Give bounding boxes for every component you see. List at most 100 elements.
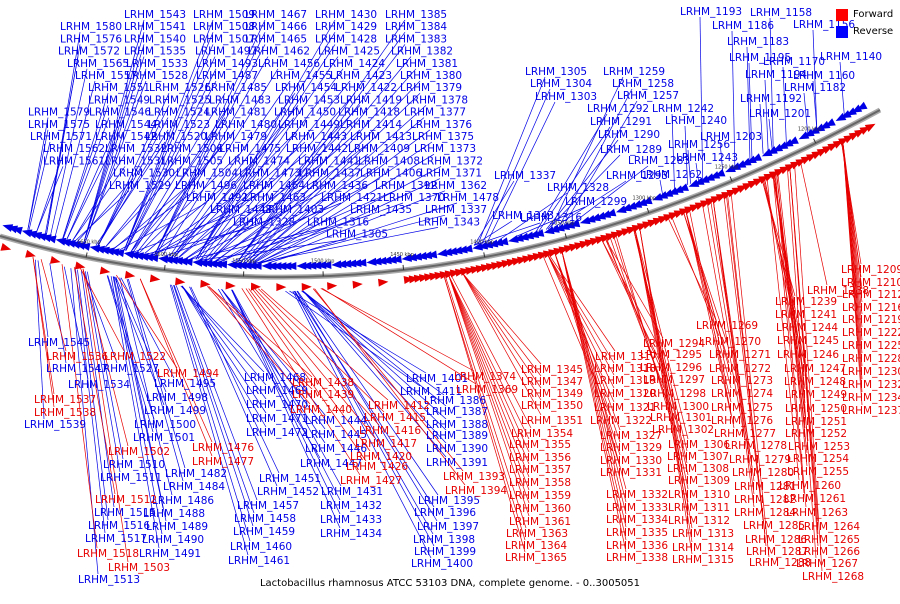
forward-gene-label: LRHM_1270 [699,336,761,348]
forward-gene-arrow [150,274,160,282]
reverse-gene-label: LRHM_1462 [248,46,310,58]
scale-tick-label: 1300 kbp [633,196,657,202]
legend-forward: Forward [836,6,893,23]
reverse-gene-label: LRHM_1510 [103,459,165,471]
reverse-gene-label: LRHM_1474 [228,155,290,167]
forward-gene-label: LRHM_1274 [711,388,773,400]
forward-gene-label: LRHM_1239 [775,296,837,308]
forward-gene-label: LRHM_1330 [600,455,662,467]
forward-gene-label: LRHM_1335 [606,527,668,539]
reverse-gene-label: LRHM_1328 [233,216,295,228]
forward-gene-label: LRHM_1333 [606,502,668,514]
forward-gene-label: LRHM_1314 [672,542,734,554]
reverse-gene-label: LRHM_1458 [234,513,296,525]
forward-gene-label: LRHM_1439 [292,389,354,401]
forward-gene-label: LRHM_1412 [368,400,430,412]
reverse-gene-label: LRHM_1376 [410,119,472,131]
forward-gene-label: LRHM_1309 [668,475,730,487]
forward-gene-label: LRHM_1512 [95,494,157,506]
forward-gene-label: LRHM_1254 [787,453,849,465]
forward-gene-label: LRHM_1219 [842,314,900,326]
reverse-gene-label: LRHM_1461 [228,555,290,567]
reverse-gene-label: LRHM_1449 [278,119,340,131]
reverse-gene-label: LRHM_1304 [530,78,592,90]
forward-gene-arrow [353,281,363,289]
reverse-gene-label: LRHM_1434 [320,528,382,540]
forward-gene-label: LRHM_1267 [796,558,858,570]
reverse-gene-label: LRHM_1484 [163,481,225,493]
reverse-gene-label: LRHM_1384 [385,21,447,33]
scale-tick-label: 1600 kbp [154,252,178,258]
reverse-gene-label: LRHM_1435 [350,204,412,216]
reverse-gene-label: LRHM_1409 [348,143,410,155]
forward-gene-label: LRHM_1312 [668,515,730,527]
reverse-gene-label: LRHM_1499 [144,405,206,417]
forward-gene-label: LRHM_1269 [696,320,758,332]
reverse-gene-label: LRHM_1432 [320,500,382,512]
forward-gene-label: LRHM_1264 [798,521,860,533]
forward-gene-arrow [25,250,36,258]
forward-gene-label: LRHM_1285 [743,520,805,532]
reverse-gene-label: LRHM_1524 [148,107,210,119]
reverse-gene-label: LRHM_1534 [68,379,130,391]
reverse-gene-label: LRHM_1498 [146,392,208,404]
forward-gene-arrow [276,283,286,291]
reverse-gene-label: LRHM_1523 [148,119,210,131]
forward-gene-label: LRHM_1494 [157,368,219,380]
genome-caption: Lactobacillus rhamnosus ATCC 53103 DNA, … [0,578,900,589]
reverse-gene-label: LRHM_1527 [97,363,159,375]
forward-gene-label: LRHM_1212 [842,289,900,301]
reverse-gene-label: LRHM_1362 [425,180,487,192]
forward-gene-label: LRHM_1416 [359,425,421,437]
forward-gene-label: LRHM_1522 [104,351,166,363]
forward-gene-label: LRHM_1279 [729,454,791,466]
forward-gene-label: LRHM_1338 [606,552,668,564]
reverse-gene-label: LRHM_1371 [420,168,482,180]
reverse-gene-label: LRHM_1337 [494,170,556,182]
forward-gene-label: LRHM_1276 [711,415,773,427]
forward-gene-arrow [50,256,61,264]
forward-gene-label: LRHM_1518 [77,548,139,560]
scale-tick-label: 1450 kbp [390,252,414,258]
reverse-gene-label: LRHM_1535 [124,46,186,58]
reverse-gene-label: LRHM_1517 [85,533,147,545]
forward-gene-label: LRHM_1313 [672,528,734,540]
reverse-gene-label: LRHM_1491 [139,548,201,560]
forward-gene-label: LRHM_1308 [667,463,729,475]
reverse-gene-label: LRHM_1316 [307,216,369,228]
forward-gene-label: LRHM_1232 [842,379,900,391]
scale-tick-label: 1250 kbp [715,164,739,170]
reverse-gene-label: LRHM_1466 [245,21,307,33]
forward-gene-label: LRHM_1331 [600,467,662,479]
forward-gene-label: LRHM_1374 [454,371,516,383]
forward-gene-label: LRHM_1237 [842,405,900,417]
reverse-gene-label: LRHM_1545 [28,337,90,349]
reverse-gene-label: LRHM_1487 [196,70,258,82]
reverse-gene-label: LRHM_1543 [124,9,186,21]
forward-gene-label: LRHM_1228 [842,353,900,365]
forward-gene-label: LRHM_1502 [108,446,170,458]
reverse-gene-label: LRHM_1419 [340,94,402,106]
reverse-gene-label: LRHM_1370 [383,192,445,204]
forward-gene-label: LRHM_1477 [192,456,254,468]
reverse-gene-label: LRHM_1140 [820,51,882,63]
reverse-gene-label: LRHM_1414 [340,119,402,131]
reverse-gene-label: LRHM_1465 [245,33,307,45]
reverse-gene-label: LRHM_1242 [652,103,714,115]
connector-line [463,273,541,364]
reverse-gene-label: LRHM_1539 [24,419,86,431]
reverse-gene-label: LRHM_1451 [259,473,321,485]
forward-gene-label: LRHM_1244 [776,322,838,334]
forward-gene-label: LRHM_1272 [709,363,771,375]
forward-gene-arrow [327,282,337,290]
reverse-gene-label: LRHM_1500 [134,419,196,431]
reverse-gene-label: LRHM_1158 [750,7,812,19]
reverse-gene-label: LRHM_1243 [676,152,738,164]
reverse-gene-label: LRHM_1299 [565,196,627,208]
reverse-gene-label: LRHM_1403 [262,204,324,216]
forward-gene-label: LRHM_1260 [779,480,841,492]
legend-reverse: Reverse [836,23,893,40]
reverse-gene-label: LRHM_1565 [67,58,129,70]
reverse-gene-label: LRHM_1387 [426,406,488,418]
